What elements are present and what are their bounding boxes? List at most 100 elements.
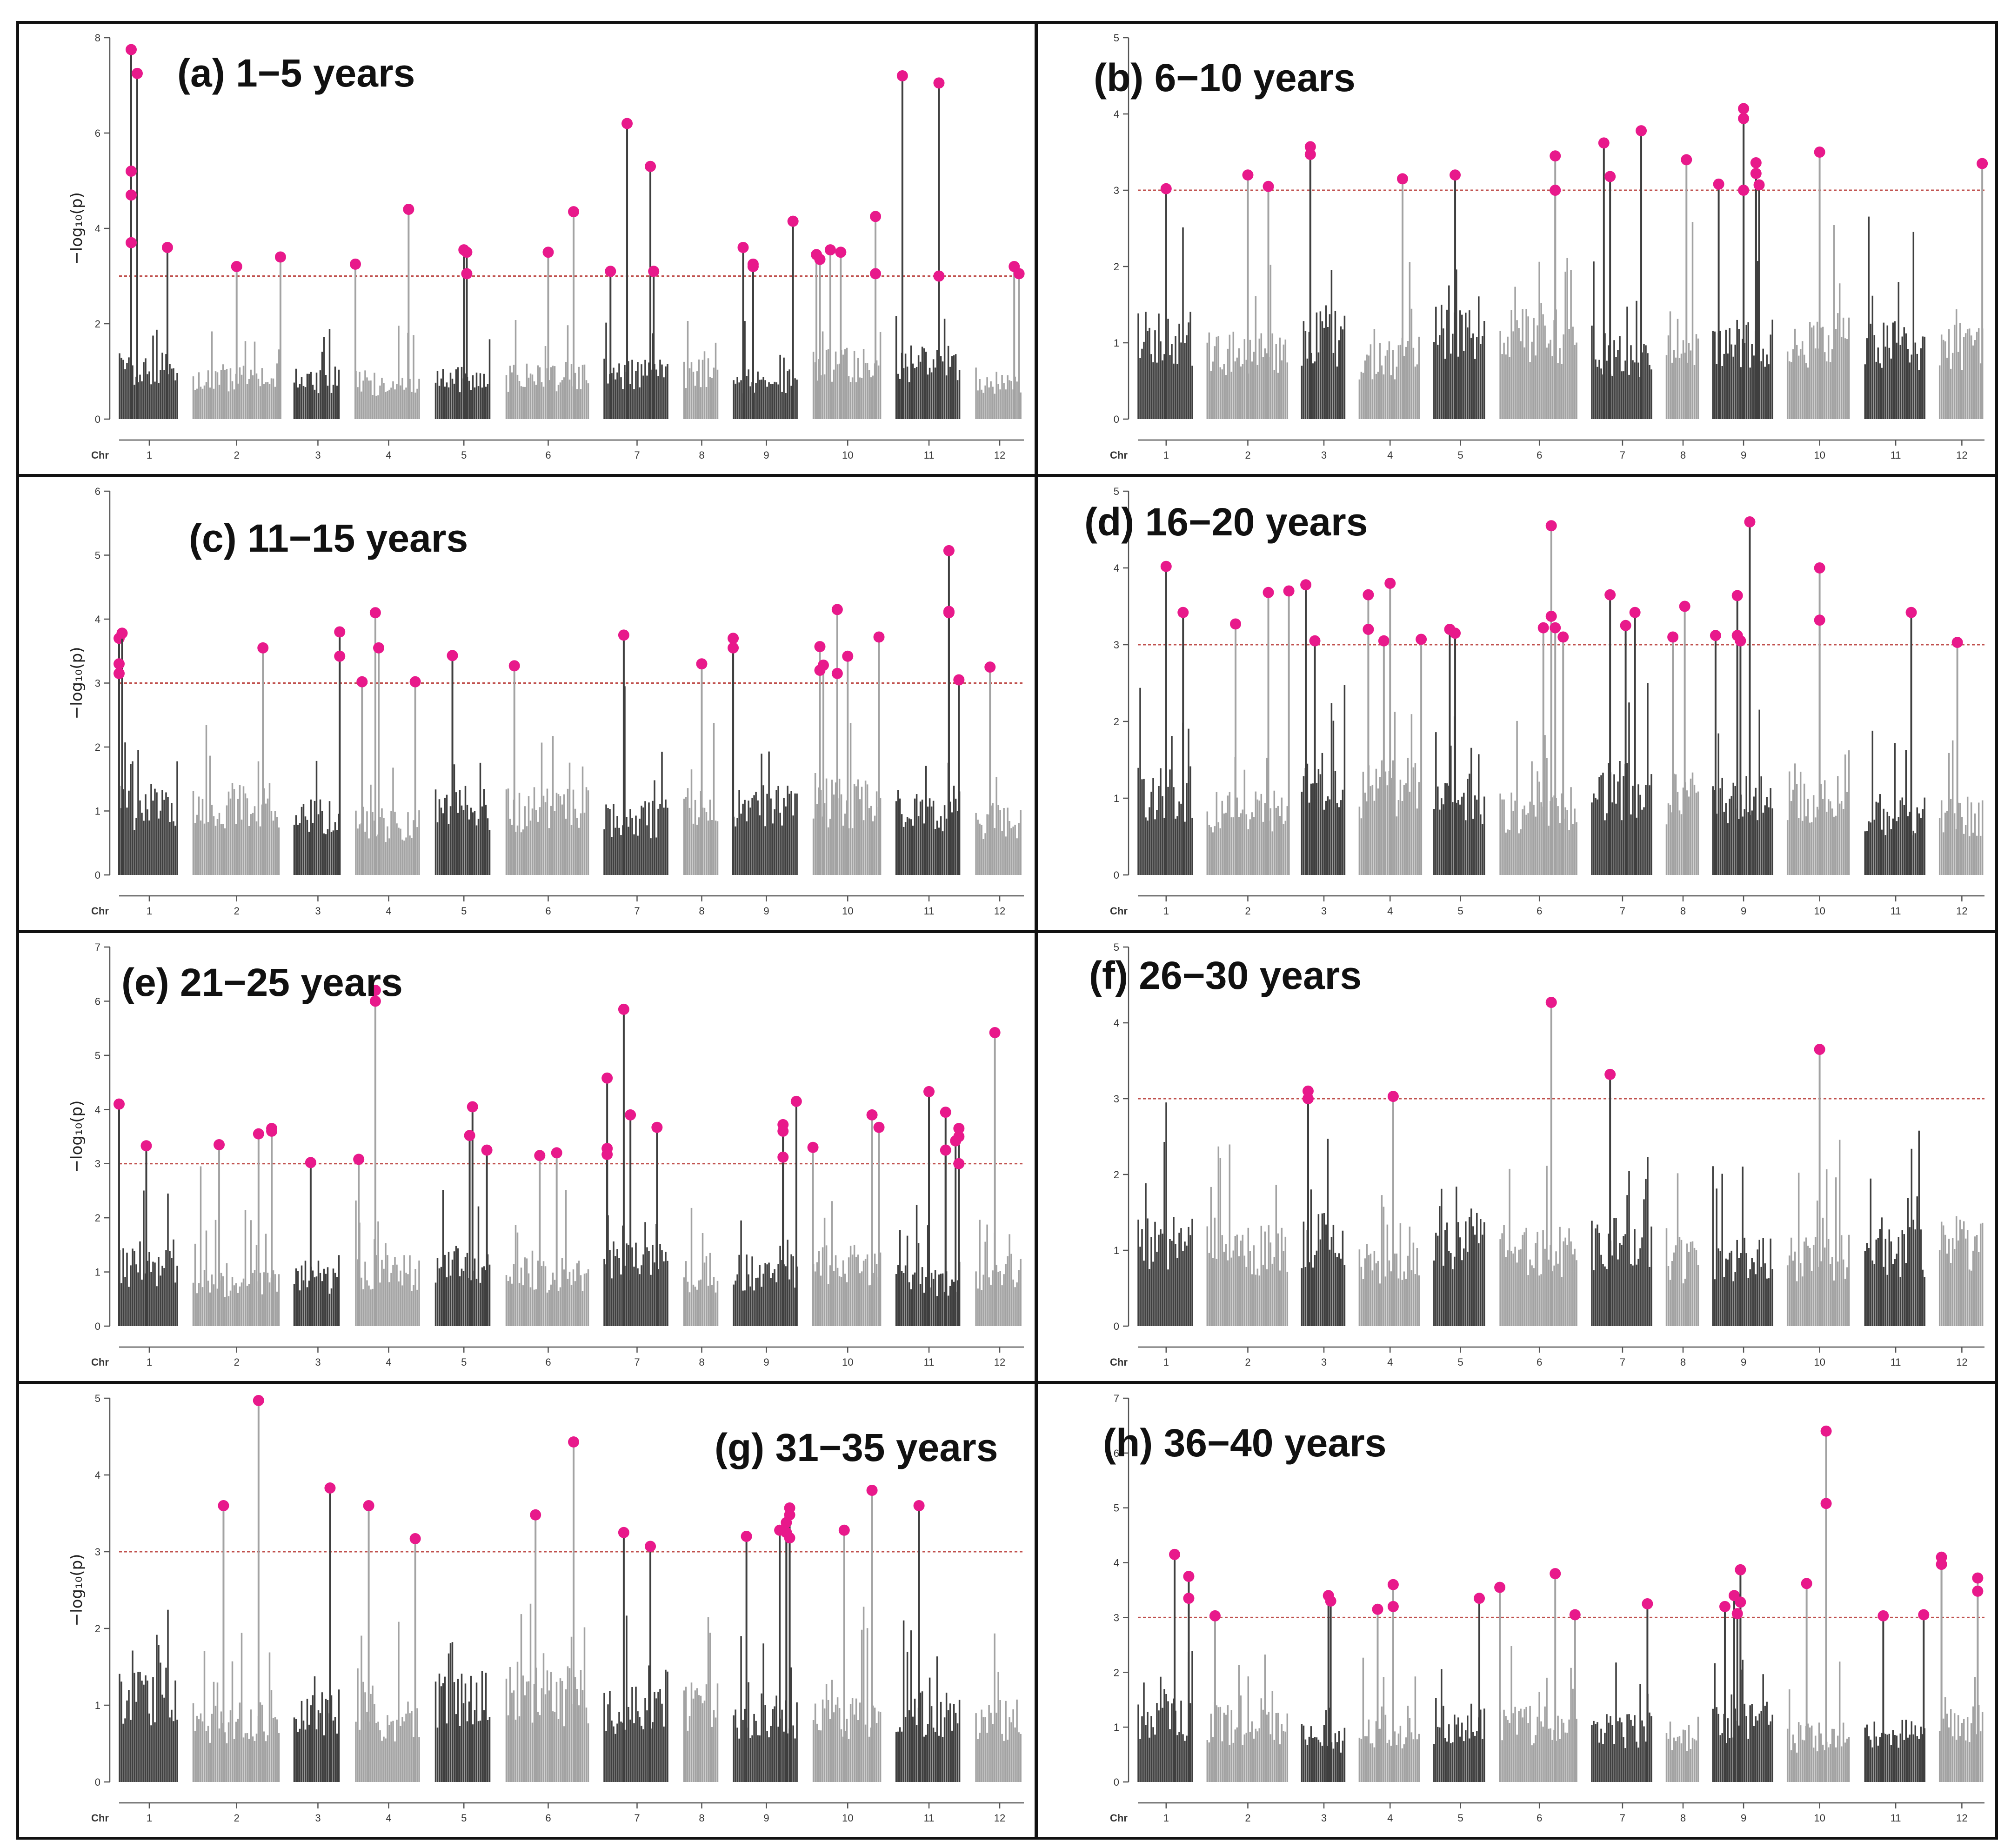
- chromosome-label: 11: [1891, 1356, 1901, 1368]
- significant-snp-point: [618, 1003, 629, 1015]
- x-axis-label: Chr: [1110, 1812, 1128, 1824]
- significant-snp-point: [214, 1139, 225, 1150]
- chromosome-label: 8: [699, 1812, 704, 1824]
- chromosome-label: 1: [147, 905, 152, 917]
- significant-snp-point: [1604, 171, 1616, 182]
- significant-snp-point: [1719, 1601, 1730, 1612]
- chromosome-label: 10: [1814, 1812, 1825, 1824]
- significant-snp-point: [1209, 1610, 1221, 1621]
- significant-snp-point: [781, 1517, 792, 1528]
- significant-snp-point: [1738, 103, 1750, 114]
- chromosome-label: 7: [634, 449, 640, 461]
- y-tick-label: 5: [1114, 32, 1119, 44]
- chromosome-label: 1: [147, 1356, 152, 1368]
- y-tick-label: 6: [95, 486, 100, 497]
- chromosome-label: 10: [1814, 905, 1825, 917]
- significant-snp-point: [1363, 624, 1374, 635]
- significant-snp-point: [508, 660, 520, 672]
- significant-snp-point: [1387, 1579, 1399, 1590]
- y-tick-label: 3: [95, 1158, 100, 1170]
- chromosome-label: 5: [1457, 1356, 1463, 1368]
- significant-snp-point: [728, 642, 739, 654]
- chromosome-label: 2: [1245, 1812, 1250, 1824]
- significant-snp-point: [835, 247, 847, 258]
- significant-snp-point: [605, 266, 616, 277]
- panel-title: (f) 26−30 years: [1089, 954, 1362, 997]
- chromosome-label: 4: [1387, 905, 1393, 917]
- y-tick-label: 4: [1114, 108, 1119, 120]
- significant-snp-point: [1735, 1564, 1746, 1575]
- y-tick-label: 1: [1114, 337, 1119, 349]
- significant-snp-point: [953, 674, 965, 686]
- y-tick-label: 0: [1114, 1321, 1119, 1332]
- significant-snp-point: [334, 626, 346, 638]
- significant-snp-point: [369, 985, 381, 996]
- significant-snp-point: [324, 1482, 336, 1494]
- significant-snp-point: [940, 1107, 951, 1118]
- chromosome-label: 6: [545, 1356, 551, 1368]
- significant-snp-point: [1304, 141, 1316, 153]
- chromosome-label: 12: [1956, 1812, 1967, 1824]
- y-tick-label: 3: [1114, 1093, 1119, 1105]
- y-tick-label: 0: [1114, 414, 1119, 425]
- significant-snp-point: [369, 607, 381, 619]
- significant-snp-point: [568, 206, 580, 218]
- significant-snp-point: [334, 650, 346, 662]
- significant-snp-point: [814, 641, 826, 653]
- significant-snp-point: [1877, 1610, 1889, 1621]
- panel-title: (e) 21−25 years: [121, 961, 403, 1004]
- chromosome-label: 6: [545, 905, 551, 917]
- chromosome-label: 11: [924, 905, 935, 917]
- significant-snp-point: [625, 1109, 636, 1121]
- significant-snp-point: [1731, 590, 1743, 601]
- significant-snp-point: [1300, 579, 1312, 591]
- y-tick-label: 3: [1114, 639, 1119, 651]
- chromosome-label: 12: [1956, 449, 1967, 461]
- chromosome-label: 9: [1741, 905, 1746, 917]
- x-axis-label: Chr: [1110, 449, 1128, 461]
- significant-snp-point: [896, 70, 908, 81]
- significant-snp-point: [943, 607, 955, 619]
- significant-snp-point: [1309, 635, 1321, 647]
- y-tick-label: 5: [1114, 486, 1119, 497]
- significant-snp-point: [1679, 600, 1690, 612]
- significant-snp-point: [1905, 607, 1917, 618]
- significant-snp-point: [1545, 520, 1557, 532]
- significant-snp-point: [1738, 113, 1750, 124]
- chromosome-label: 2: [1245, 1356, 1250, 1368]
- significant-snp-point: [866, 1485, 878, 1496]
- significant-snp-point: [873, 1121, 885, 1133]
- significant-snp-point: [1744, 516, 1756, 527]
- chromosome-label: 4: [386, 449, 391, 461]
- chromosome-label: 6: [545, 1812, 551, 1824]
- y-tick-label: 0: [95, 414, 100, 425]
- chromosome-label: 11: [1891, 449, 1901, 461]
- chromosome-label: 11: [1891, 1812, 1901, 1824]
- y-tick-label: 4: [95, 223, 100, 234]
- significant-snp-point: [831, 667, 843, 679]
- significant-snp-point: [989, 1027, 1001, 1038]
- y-tick-label: 5: [95, 1393, 100, 1404]
- chromosome-label: 6: [1537, 1356, 1542, 1368]
- significant-snp-point: [1550, 1568, 1561, 1580]
- y-tick-label: 0: [1114, 869, 1119, 881]
- chromosome-label: 1: [1163, 449, 1169, 461]
- y-tick-label: 5: [1114, 1502, 1119, 1514]
- significant-snp-point: [140, 1140, 152, 1152]
- significant-snp-point: [1820, 1425, 1832, 1437]
- significant-snp-point: [1545, 996, 1557, 1008]
- chromosome-label: 7: [1620, 1812, 1625, 1824]
- significant-snp-point: [1735, 1596, 1746, 1608]
- significant-snp-point: [218, 1500, 229, 1511]
- chromosome-label: 2: [234, 905, 240, 917]
- significant-snp-point: [125, 166, 137, 177]
- chromosome-label: 2: [234, 1812, 240, 1824]
- chromosome-label: 4: [386, 1356, 391, 1368]
- y-tick-label: 2: [95, 1212, 100, 1224]
- chromosome-label: 7: [634, 905, 640, 917]
- snp-bars: [119, 1166, 1022, 1326]
- significant-snp-point: [618, 629, 629, 641]
- significant-snp-point: [1557, 631, 1569, 643]
